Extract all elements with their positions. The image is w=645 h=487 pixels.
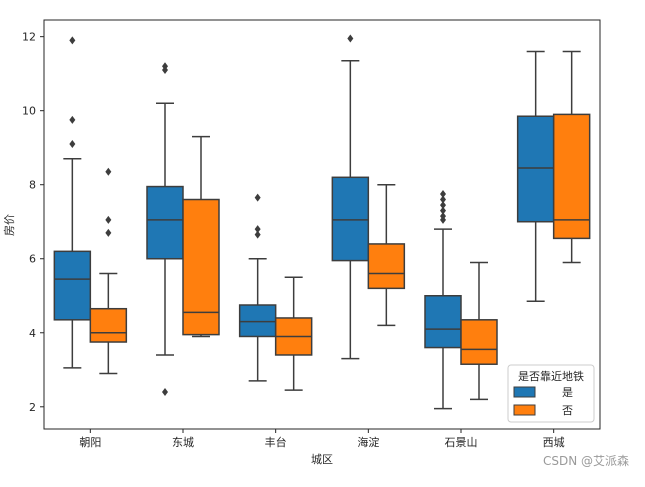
outlier-point: [105, 215, 112, 224]
x-tick-label: 朝阳: [79, 436, 101, 449]
y-tick-label: 6: [29, 253, 36, 266]
box-西城-否: [552, 50, 591, 264]
outlier-point: [69, 115, 76, 124]
box-iqr: [367, 243, 406, 290]
box-iqr: [89, 307, 128, 343]
y-tick-label: 2: [29, 401, 36, 414]
box-iqr: [238, 304, 277, 338]
x-tick-label: 石景山: [445, 436, 478, 449]
outlier-point: [254, 193, 261, 202]
box-石景山-否: [460, 261, 498, 401]
box-iqr: [53, 250, 92, 321]
box-朝阳-否: [89, 167, 128, 375]
box-iqr: [460, 319, 498, 365]
outlier-point: [440, 201, 446, 210]
outlier-point: [254, 225, 261, 234]
y-tick-label: 10: [22, 105, 36, 118]
outlier-point: [162, 62, 168, 71]
legend-label-yes: 是: [562, 386, 573, 399]
outlier-point: [162, 387, 168, 396]
box-东城-否: [182, 135, 220, 338]
legend-label-no: 否: [562, 404, 573, 417]
x-tick-label: 丰台: [265, 435, 287, 449]
outlier-point: [254, 230, 261, 239]
box-iqr: [182, 198, 220, 336]
legend-swatch-no: [513, 404, 536, 416]
outlier-point: [440, 206, 446, 215]
box-iqr: [552, 113, 591, 240]
legend-swatch-yes: [513, 386, 536, 398]
box-海淀-否: [367, 183, 406, 327]
box-丰台-否: [274, 276, 313, 391]
box-海淀-是: [331, 34, 370, 360]
box-朝阳-是: [53, 36, 92, 369]
legend-title: 是否靠近地铁: [518, 369, 584, 383]
outlier-point: [440, 195, 446, 204]
box-iqr: [331, 176, 370, 262]
outlier-point: [69, 36, 76, 45]
y-axis-label: 房价: [3, 214, 16, 236]
x-tick-label: 东城: [172, 436, 194, 449]
box-iqr: [516, 115, 555, 223]
outlier-point: [440, 189, 446, 198]
x-tick-label: 海淀: [357, 435, 379, 449]
plot-area: [43, 19, 601, 430]
box-西城-是: [516, 50, 555, 303]
box-石景山-是: [424, 189, 462, 410]
outlier-point: [440, 212, 446, 221]
outlier-point: [105, 228, 112, 237]
boxes-layer: [53, 34, 591, 410]
box-iqr: [424, 295, 462, 349]
outlier-point: [347, 34, 354, 43]
watermark: CSDN @艾派森: [542, 454, 629, 468]
outlier-point: [69, 139, 76, 148]
x-axis-label: 城区: [311, 453, 333, 466]
box-iqr: [146, 185, 184, 260]
y-tick-label: 12: [22, 31, 36, 44]
x-axis: 朝阳 东城 丰台 海淀 石景山 西城: [79, 429, 565, 449]
legend: 是否靠近地铁 是 否: [507, 364, 595, 423]
box-东城-是: [146, 62, 184, 396]
y-axis: 2 4 6 8 10 12: [22, 31, 44, 414]
y-tick-label: 8: [29, 179, 36, 192]
outlier-point: [105, 167, 112, 176]
y-tick-label: 4: [29, 327, 36, 340]
x-tick-label: 西城: [543, 436, 565, 449]
